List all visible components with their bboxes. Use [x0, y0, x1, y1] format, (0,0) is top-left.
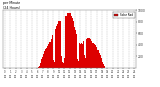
Legend: Solar Rad: Solar Rad — [113, 12, 135, 18]
Text: Milwaukee Weather Solar Radiation
per Minute
(24 Hours): Milwaukee Weather Solar Radiation per Mi… — [3, 0, 60, 10]
